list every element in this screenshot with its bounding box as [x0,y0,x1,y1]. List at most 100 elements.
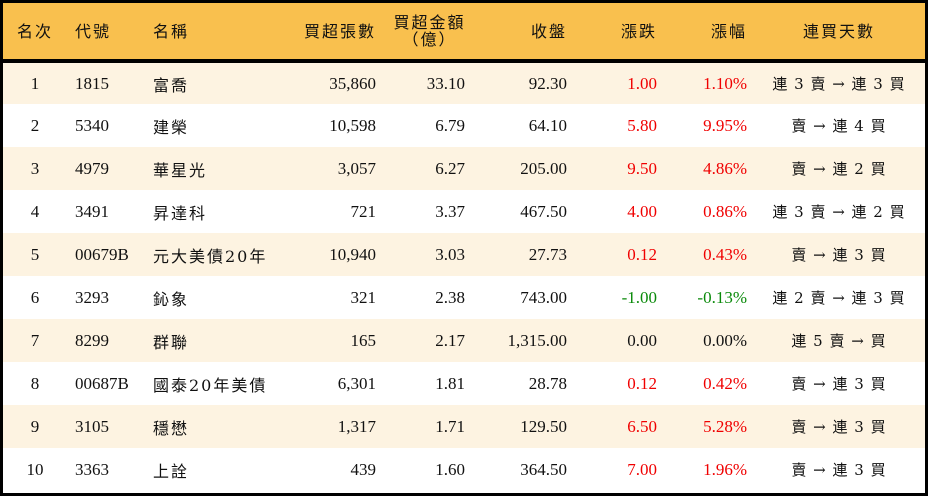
net-buy-amount-cell: 2.17 [435,330,465,350]
header-change-pct: 漲幅 [663,3,753,63]
net-buy-amount-cell: 1.81 [435,373,465,393]
streak-cell: 賣 → 連 3 買 [791,375,887,393]
change-pct-cell: 4.86% [703,158,747,178]
net-buy-lots-cell: 1,317 [337,416,376,436]
rank-cell: 4 [30,201,40,221]
net-buy-amount-cell: 3.37 [435,201,465,221]
rank-cell: 5 [30,244,40,264]
table-row: 10 3363 上詮 439 1.60 364.50 7.00 1.96% 賣 … [3,448,925,491]
net-buy-lots-cell: 35,860 [329,73,376,93]
streak-cell: 連 3 賣 → 連 3 買 [772,75,906,93]
header-net-buy-amount: 買超金額 （億） [382,3,477,63]
net-buy-lots-cell: 439 [350,459,377,479]
rank-cell: 3 [30,158,40,178]
net-buy-amount-cell: 6.27 [435,158,465,178]
name-cell: 群聯 [153,332,190,352]
close-cell: 28.78 [528,373,567,393]
close-cell: 129.50 [520,416,567,436]
net-buy-lots-cell: 10,940 [329,244,376,264]
close-cell: 64.10 [528,115,567,135]
code-cell: 00687B [75,373,129,393]
change-cell: 4.00 [627,201,657,221]
streak-cell: 賣 → 連 3 買 [791,461,887,479]
change-pct-cell: 0.42% [703,373,747,393]
change-pct-cell: 0.00% [703,330,747,350]
name-cell: 昇達科 [153,203,208,223]
header-net-buy-amount-line2: （億） [402,30,457,49]
change-pct-cell: 1.96% [703,459,747,479]
rank-cell: 1 [30,73,40,93]
streak-cell: 連 2 賣 → 連 3 買 [772,289,906,307]
ranking-table: 名次 代號 名稱 買超張數 買超金額 （億） 收盤 漲跌 漲幅 連買天數 1 1… [3,3,925,491]
change-cell: 6.50 [627,416,657,436]
change-pct-cell: 1.10% [703,73,747,93]
header-row: 名次 代號 名稱 買超張數 買超金額 （億） 收盤 漲跌 漲幅 連買天數 [3,3,925,63]
net-buy-lots-cell: 10,598 [329,115,376,135]
change-pct-cell: 0.86% [703,201,747,221]
close-cell: 92.30 [528,73,567,93]
table-row: 1 1815 富喬 35,860 33.10 92.30 1.00 1.10% … [3,61,925,104]
close-cell: 743.00 [520,287,567,307]
code-cell: 5340 [75,115,109,135]
close-cell: 364.50 [520,459,567,479]
code-cell: 3491 [75,201,109,221]
rank-cell: 8 [30,373,40,393]
code-cell: 00679B [75,244,129,264]
table-row: 3 4979 華星光 3,057 6.27 205.00 9.50 4.86% … [3,147,925,190]
change-cell: 7.00 [627,459,657,479]
change-cell: 0.12 [627,373,657,393]
streak-cell: 賣 → 連 3 買 [791,246,887,264]
net-buy-lots-cell: 721 [350,201,377,221]
net-buy-amount-cell: 1.71 [435,416,465,436]
name-cell: 元大美債20年 [153,246,268,266]
header-net-buy-lots: 買超張數 [287,3,382,63]
net-buy-lots-cell: 3,057 [337,158,376,178]
streak-cell: 賣 → 連 4 買 [791,117,887,135]
net-buy-lots-cell: 6,301 [337,373,376,393]
rank-cell: 7 [30,330,40,350]
rank-cell: 6 [30,287,40,307]
change-pct-cell: 5.28% [703,416,747,436]
name-cell: 華星光 [153,160,208,180]
code-cell: 8299 [75,330,109,350]
streak-cell: 連 3 賣 → 連 2 買 [772,203,906,221]
header-name: 名稱 [147,3,287,63]
table-row: 4 3491 昇達科 721 3.37 467.50 4.00 0.86% 連 … [3,190,925,233]
change-cell: 5.80 [627,115,657,135]
name-cell: 鈊象 [153,289,190,309]
streak-cell: 連 5 賣 → 買 [791,332,887,350]
change-cell: 9.50 [627,158,657,178]
change-pct-cell: -0.13% [697,287,747,307]
header-net-buy-amount-line1: 買超金額 [393,13,466,32]
code-cell: 1815 [75,73,109,93]
change-cell: 0.00 [627,330,657,350]
header-streak: 連買天數 [753,3,925,63]
close-cell: 27.73 [528,244,567,264]
code-cell: 3363 [75,459,109,479]
change-cell: 0.12 [627,244,657,264]
net-buy-amount-cell: 33.10 [426,73,465,93]
change-cell: -1.00 [621,287,657,307]
change-pct-cell: 9.95% [703,115,747,135]
close-cell: 467.50 [520,201,567,221]
net-buy-amount-cell: 1.60 [435,459,465,479]
rank-cell: 9 [30,416,40,436]
rank-cell: 2 [30,115,40,135]
net-buy-amount-cell: 3.03 [435,244,465,264]
table-body: 1 1815 富喬 35,860 33.10 92.30 1.00 1.10% … [3,61,925,491]
net-buy-amount-cell: 2.38 [435,287,465,307]
name-cell: 穩懋 [153,418,190,438]
name-cell: 上詮 [153,461,190,481]
change-cell: 1.00 [627,73,657,93]
code-cell: 3105 [75,416,109,436]
code-cell: 3293 [75,287,109,307]
name-cell: 建榮 [153,117,190,137]
header-close: 收盤 [477,3,573,63]
table-row: 5 00679B 元大美債20年 10,940 3.03 27.73 0.12 … [3,233,925,276]
table-row: 7 8299 群聯 165 2.17 1,315.00 0.00 0.00% 連… [3,319,925,362]
table-row: 6 3293 鈊象 321 2.38 743.00 -1.00 -0.13% 連… [3,276,925,319]
code-cell: 4979 [75,158,109,178]
table-row: 9 3105 穩懋 1,317 1.71 129.50 6.50 5.28% 賣… [3,405,925,448]
net-buy-amount-cell: 6.79 [435,115,465,135]
